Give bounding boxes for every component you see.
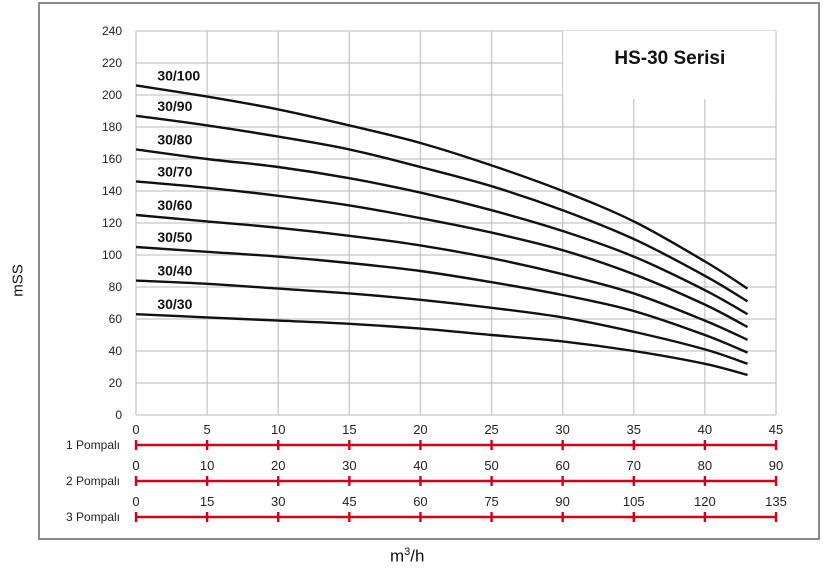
- series-line-30-50: [135, 245, 749, 354]
- series-line-30-80: [135, 148, 749, 316]
- flow-scale-tick-label: 120: [694, 494, 716, 509]
- flow-scale-tick-label: 90: [555, 494, 569, 509]
- flow-scale-tick-label: 40: [698, 422, 712, 437]
- flow-scale-tick-label: 0: [132, 494, 139, 509]
- flow-scale-tick-label: 15: [200, 494, 214, 509]
- series-line-30-90: [135, 114, 749, 303]
- y-tick-label: 60: [109, 312, 123, 326]
- x-axis-label-base: m: [390, 546, 405, 566]
- y-tick-label: 240: [102, 24, 122, 38]
- series-label: 30/40: [157, 263, 192, 279]
- flow-scale-tick-label: 45: [342, 494, 356, 509]
- y-tick-label: 140: [102, 184, 122, 198]
- flow-scale-label: 2 Pompalı: [66, 474, 120, 488]
- series-label: 30/60: [157, 197, 192, 213]
- flow-scale-tick-label: 105: [623, 494, 645, 509]
- y-tick-label: 220: [102, 56, 122, 70]
- flow-scale-tick-label: 5: [203, 422, 210, 437]
- series-label: 30/80: [157, 131, 192, 147]
- flow-scale-label: 1 Pompalı: [66, 438, 120, 452]
- flow-scale-tick-label: 45: [769, 422, 783, 437]
- y-tick-label: 20: [109, 376, 123, 390]
- series-line-30-100: [135, 84, 749, 290]
- flow-scale-tick-label: 50: [484, 458, 498, 473]
- x-axis-label-tail: /h: [410, 546, 425, 566]
- chart-title: HS-30 Serisi: [614, 48, 725, 69]
- series-line-30-70: [135, 180, 749, 329]
- flow-scale-tick-label: 135: [765, 494, 787, 509]
- series-label: 30/50: [157, 229, 192, 245]
- series-line-30-40: [135, 279, 748, 365]
- flow-scale-tick-label: 75: [484, 494, 498, 509]
- flow-scale-tick-label: 70: [627, 458, 641, 473]
- flow-scale-tick-label: 10: [271, 422, 285, 437]
- flow-scale-tick-label: 30: [342, 458, 356, 473]
- y-tick-label: 40: [109, 344, 123, 358]
- flow-scale-tick-label: 90: [769, 458, 783, 473]
- chart-frame: [38, 2, 820, 540]
- flow-scale-tick-label: 60: [555, 458, 569, 473]
- flow-scale-tick-label: 10: [200, 458, 214, 473]
- flow-scale-tick-label: 20: [271, 458, 285, 473]
- title-box: [563, 31, 776, 99]
- y-tick-label: 160: [102, 152, 122, 166]
- flow-scale-tick-label: 80: [698, 458, 712, 473]
- flow-scale-tick-label: 0: [132, 458, 139, 473]
- series-label: 30/70: [157, 163, 192, 179]
- series-label: 30/90: [157, 98, 192, 114]
- y-tick-label: 120: [102, 216, 122, 230]
- series-line-30-60: [135, 213, 749, 341]
- flow-scale-tick-label: 30: [555, 422, 569, 437]
- flow-scale-tick-label: 15: [342, 422, 356, 437]
- series-label: 30/30: [157, 296, 192, 312]
- y-tick-label: 80: [109, 280, 123, 294]
- series-label: 30/100: [157, 67, 200, 83]
- flow-scale-tick-label: 0: [132, 422, 139, 437]
- flow-scale-tick-label: 25: [484, 422, 498, 437]
- flow-scale-tick-label: 20: [413, 422, 427, 437]
- flow-scale-tick-label: 30: [271, 494, 285, 509]
- y-tick-label: 180: [102, 120, 122, 134]
- flow-scale-tick-label: 35: [627, 422, 641, 437]
- x-axis-label-sup: 3: [404, 546, 411, 558]
- flow-scale-tick-label: 60: [413, 494, 427, 509]
- y-tick-label: 0: [115, 408, 122, 422]
- series-line-30-30: [135, 313, 748, 377]
- y-tick-label: 200: [102, 88, 122, 102]
- y-tick-label: 100: [102, 248, 122, 262]
- flow-scale-label: 3 Pompalı: [66, 510, 120, 524]
- x-axis-label: m3/h: [390, 546, 424, 567]
- flow-scale-tick-label: 40: [413, 458, 427, 473]
